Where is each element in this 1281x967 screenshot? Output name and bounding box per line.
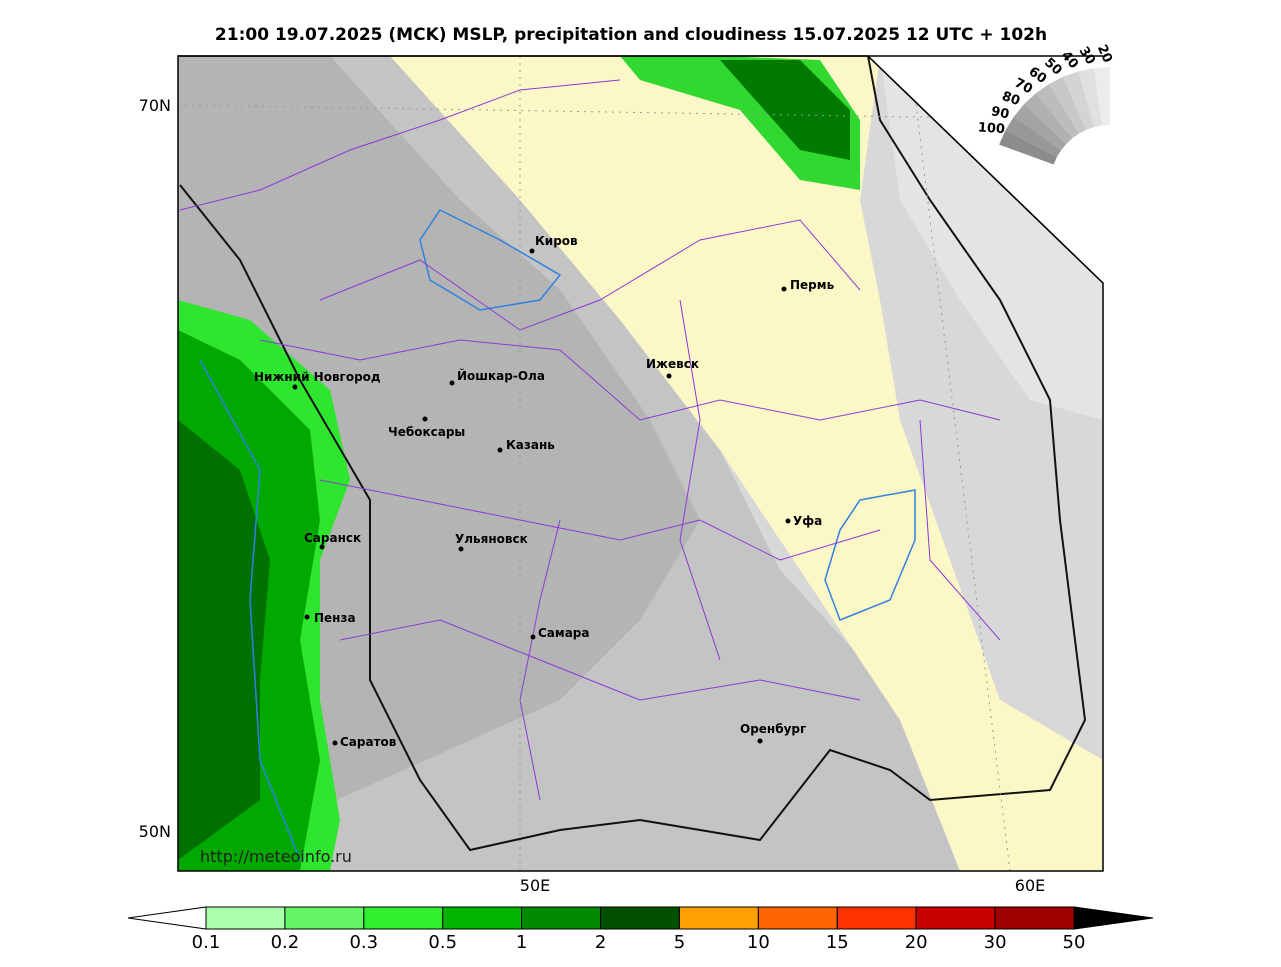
city-label: Пермь — [790, 278, 835, 292]
cloud-label: 70 — [1012, 76, 1035, 98]
cloud-swatch — [999, 130, 1057, 165]
colorbar-box — [994, 906, 1075, 930]
cloud-swatch — [1014, 104, 1067, 151]
city-label: Оренбург — [740, 722, 806, 736]
colorbar-label: 0.3 — [349, 932, 378, 953]
city-label: Ижевск — [646, 357, 699, 371]
city-dot — [529, 248, 535, 254]
colorbar-label: 0.5 — [428, 932, 457, 953]
city-label: Ульяновск — [455, 532, 528, 546]
lat-label: 70N — [139, 96, 171, 115]
colorbar-label: 5 — [674, 932, 685, 953]
colorbar-label: 10 — [747, 932, 770, 953]
colorbar: 0.1 0.2 0.3 0.5 1 2 5 10 15 20 30 50 — [127, 906, 1154, 953]
cloud-label: 80 — [1000, 89, 1022, 109]
city-label: Казань — [506, 438, 555, 452]
colorbar-box — [521, 906, 602, 930]
title: 21:00 19.07.2025 (MCK) MSLP, precipitati… — [215, 25, 1047, 45]
cloud-swatch — [1005, 116, 1062, 158]
colorbar-label: 20 — [905, 932, 928, 953]
city-dot — [757, 738, 763, 744]
cloud-swatch — [1063, 71, 1094, 130]
city-label: Саратов — [340, 735, 397, 749]
colorbar-box — [836, 906, 917, 930]
cloud-swatch — [1094, 67, 1110, 126]
city-label: Пенза — [314, 611, 356, 625]
cloud-swatch — [1024, 93, 1073, 144]
city-label: Йошкар-Ола — [457, 368, 545, 383]
lat-label: 50N — [139, 822, 171, 841]
colorbar-box — [284, 906, 365, 930]
colorbar-label: 15 — [826, 932, 849, 953]
city-dot — [666, 373, 672, 379]
colorbar-box — [205, 906, 286, 930]
colorbar-box — [915, 906, 996, 930]
cloud-label: 20 — [1094, 43, 1115, 66]
city-label: Саранск — [304, 531, 361, 545]
city-label: Киров — [535, 234, 578, 248]
city-dot — [497, 447, 503, 453]
colorbar-label: 1 — [516, 932, 527, 953]
colorbar-label: 50 — [1063, 932, 1086, 953]
colorbar-box — [363, 906, 444, 930]
city-dot — [530, 634, 536, 640]
city-label: Уфа — [793, 514, 822, 528]
city-dot — [781, 286, 787, 292]
cloud-swatch — [1078, 68, 1102, 128]
city-dot — [304, 614, 310, 620]
colorbar-label: 0.1 — [192, 932, 221, 953]
city-label: Нижний Новгород — [254, 370, 381, 384]
city-dot — [449, 380, 455, 386]
colorbar-box — [442, 906, 523, 930]
cloud-swatch — [1035, 83, 1079, 139]
city-dot — [458, 546, 464, 552]
cloud-label: 90 — [990, 104, 1011, 122]
lon-label: 50E — [520, 876, 550, 895]
colorbar-box — [757, 906, 838, 930]
colorbar-label: 30 — [984, 932, 1007, 953]
source-url: http://meteoinfo.ru — [200, 847, 352, 866]
colorbar-box — [600, 906, 680, 930]
lon-label: 60E — [1015, 876, 1045, 895]
cities: Киров Пермь Ижевск Нижний Новгород Йошкар-Ол… — [254, 234, 835, 749]
city-label: Чебоксары — [388, 425, 465, 439]
colorbar-label: 0.2 — [271, 932, 300, 953]
colorbar-box — [678, 906, 759, 930]
cloud-swatch — [1049, 76, 1087, 134]
city-dot — [319, 544, 325, 550]
colorbar-label: 2 — [595, 932, 606, 953]
city-dot — [785, 518, 791, 524]
city-dot — [422, 416, 428, 422]
map — [178, 56, 1103, 871]
cloud-label: 100 — [977, 120, 1005, 137]
city-label: Самара — [538, 626, 590, 640]
city-dot — [292, 384, 298, 390]
city-dot — [332, 740, 338, 746]
